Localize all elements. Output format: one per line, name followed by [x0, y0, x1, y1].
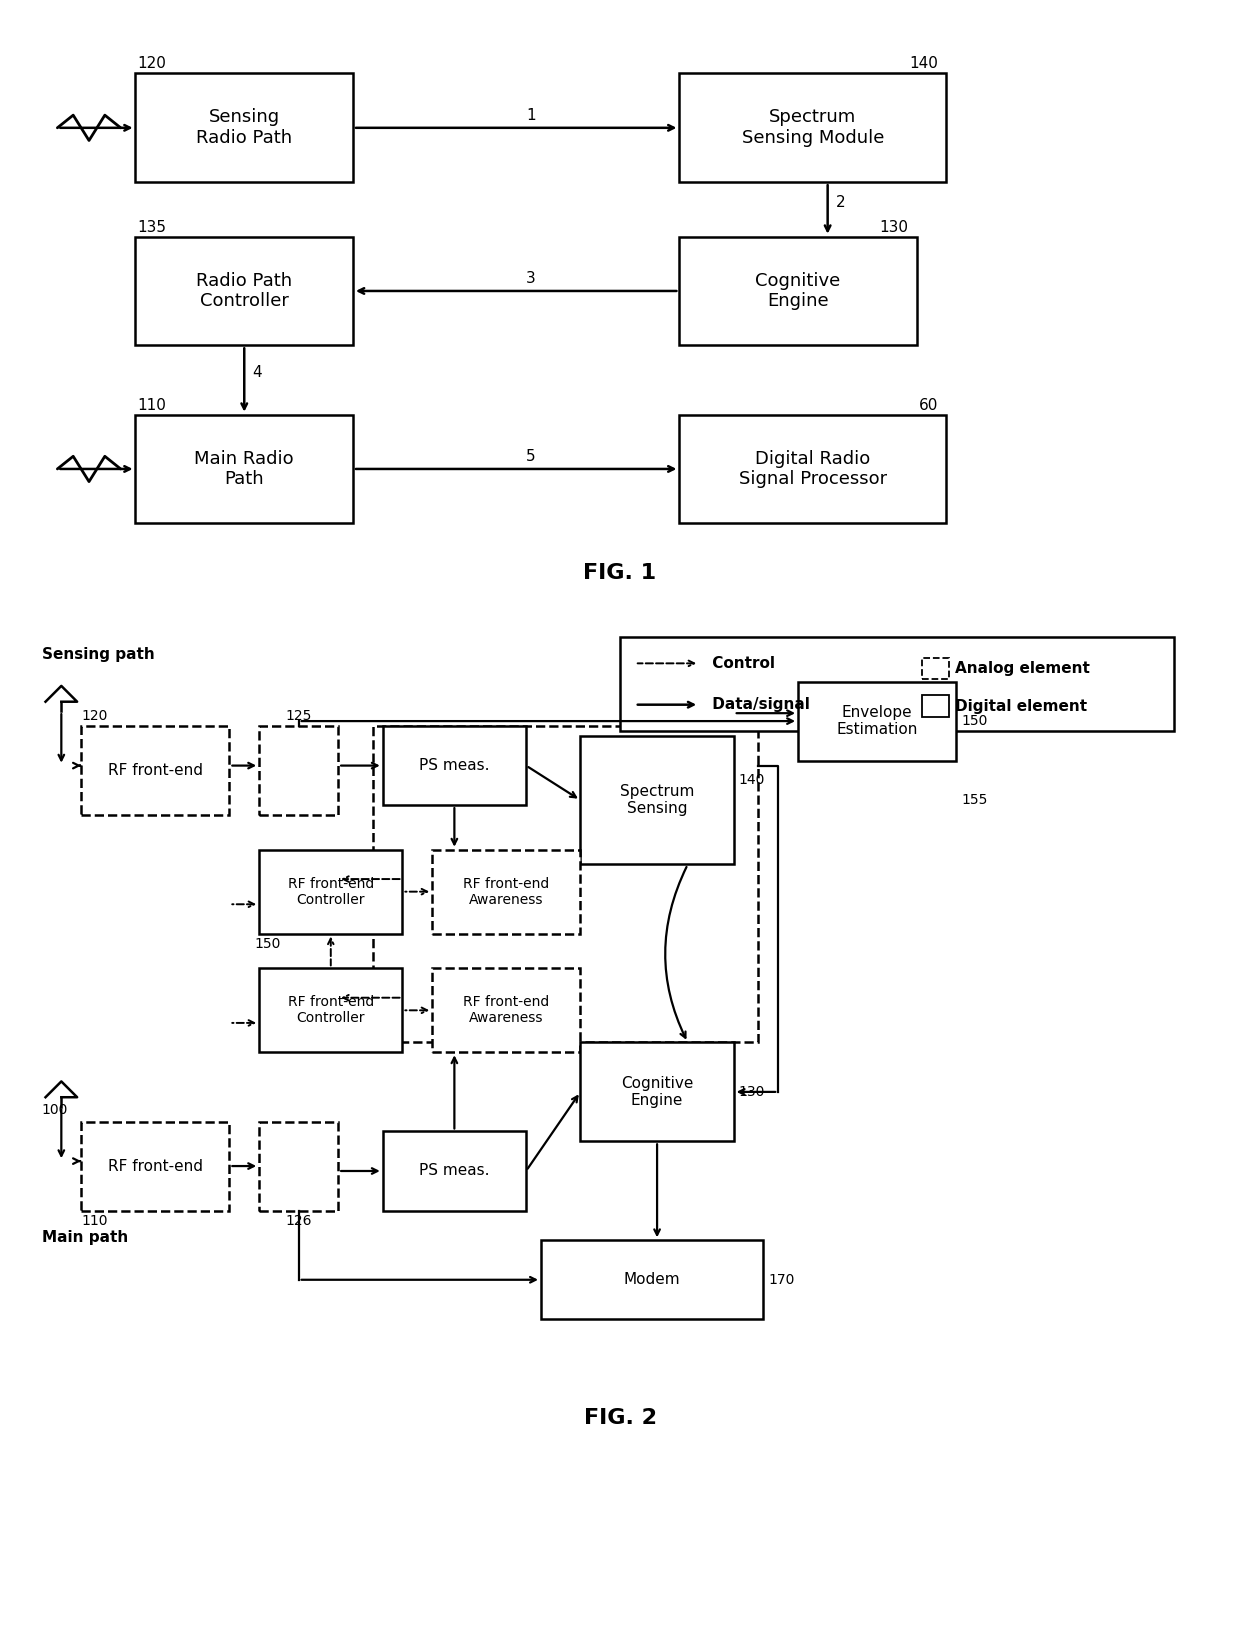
Bar: [620, 638, 1174, 731]
Bar: [259, 968, 403, 1053]
Text: 100: 100: [42, 1102, 68, 1117]
Bar: [580, 1043, 734, 1141]
Text: Sensing path: Sensing path: [42, 647, 154, 662]
Text: 155: 155: [961, 793, 987, 808]
Text: 140: 140: [739, 773, 765, 788]
Text: Data/signal: Data/signal: [707, 697, 810, 713]
Text: FIG. 2: FIG. 2: [584, 1408, 656, 1429]
Bar: [81, 1122, 229, 1210]
Text: 110: 110: [81, 1213, 108, 1228]
Bar: [135, 415, 353, 523]
Text: RF front-end
Awareness: RF front-end Awareness: [464, 996, 549, 1025]
Text: 2: 2: [836, 195, 846, 209]
Bar: [373, 726, 759, 1043]
Text: 150: 150: [961, 714, 987, 728]
Text: Control: Control: [707, 656, 775, 670]
Bar: [432, 968, 580, 1053]
Bar: [680, 237, 916, 345]
Bar: [921, 695, 950, 716]
Bar: [921, 657, 950, 679]
Bar: [135, 237, 353, 345]
Text: PS meas.: PS meas.: [419, 1164, 490, 1179]
Text: Spectrum
Sensing Module: Spectrum Sensing Module: [742, 108, 884, 147]
Bar: [680, 74, 946, 181]
Text: 140: 140: [909, 57, 939, 72]
Text: Sensing
Radio Path: Sensing Radio Path: [196, 108, 293, 147]
Text: 150: 150: [254, 937, 280, 950]
Text: Envelope
Estimation: Envelope Estimation: [837, 705, 918, 737]
Text: PS meas.: PS meas.: [419, 759, 490, 773]
Text: FIG. 1: FIG. 1: [584, 562, 656, 584]
Text: 125: 125: [285, 710, 311, 723]
Text: RF front-end
Controller: RF front-end Controller: [288, 876, 374, 907]
Text: 4: 4: [252, 365, 262, 379]
Bar: [383, 726, 526, 804]
Bar: [81, 726, 229, 814]
Text: Cognitive
Engine: Cognitive Engine: [621, 1076, 693, 1109]
Text: Main path: Main path: [42, 1230, 128, 1246]
Text: 135: 135: [138, 219, 166, 234]
Bar: [680, 415, 946, 523]
Bar: [259, 850, 403, 934]
Text: RF front-end
Controller: RF front-end Controller: [288, 996, 374, 1025]
Text: 170: 170: [769, 1272, 795, 1287]
Bar: [580, 736, 734, 865]
Bar: [432, 850, 580, 934]
Text: Radio Path
Controller: Radio Path Controller: [196, 271, 293, 311]
Text: 120: 120: [81, 710, 108, 723]
Text: 3: 3: [526, 271, 536, 286]
Bar: [259, 726, 339, 814]
Bar: [383, 1131, 526, 1210]
Bar: [541, 1241, 764, 1319]
Text: 110: 110: [138, 397, 166, 412]
Bar: [259, 1122, 339, 1210]
Text: 60: 60: [919, 397, 939, 412]
Text: RF front-end
Awareness: RF front-end Awareness: [464, 876, 549, 907]
Text: Digital Radio
Signal Processor: Digital Radio Signal Processor: [739, 450, 887, 489]
Text: 130: 130: [879, 219, 909, 234]
Text: Analog element: Analog element: [955, 661, 1090, 675]
Text: Digital element: Digital element: [955, 698, 1087, 713]
Text: Modem: Modem: [624, 1272, 681, 1287]
Text: RF front-end: RF front-end: [108, 764, 203, 778]
Text: Spectrum
Sensing: Spectrum Sensing: [620, 785, 694, 816]
Text: RF front-end: RF front-end: [108, 1159, 203, 1174]
Text: Cognitive
Engine: Cognitive Engine: [755, 271, 841, 311]
Text: 120: 120: [138, 57, 166, 72]
Text: Main Radio
Path: Main Radio Path: [195, 450, 294, 489]
Text: 5: 5: [526, 450, 536, 464]
Bar: [135, 74, 353, 181]
Text: 1: 1: [526, 108, 536, 123]
Bar: [799, 682, 956, 760]
Text: 126: 126: [285, 1213, 312, 1228]
Text: 130: 130: [739, 1086, 765, 1099]
